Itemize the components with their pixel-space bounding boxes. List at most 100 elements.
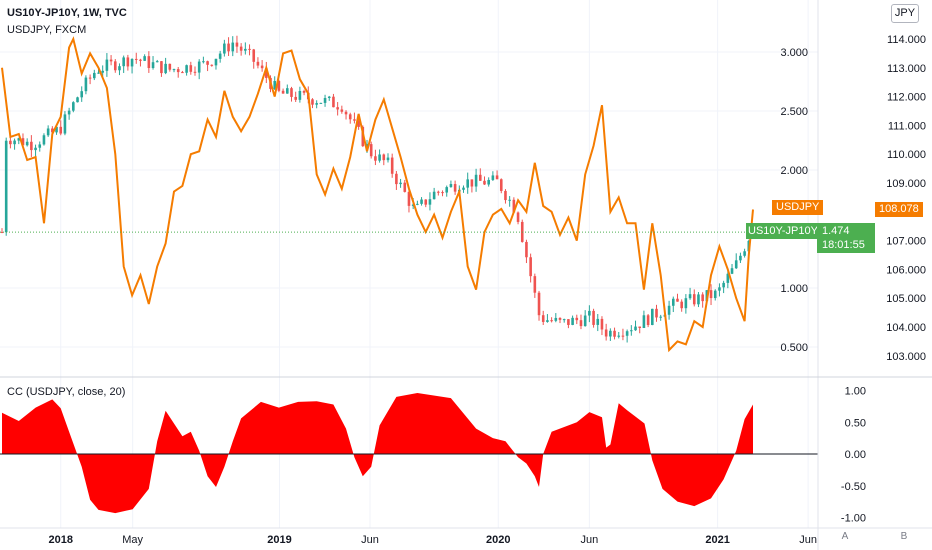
candle-body <box>147 56 151 69</box>
candle-body <box>437 191 440 193</box>
candle <box>193 66 197 76</box>
candle-body <box>512 199 516 213</box>
spread-scale-labels: 3.000 2.500 2.000 1.000 0.500 <box>780 47 808 354</box>
candle-body <box>239 46 243 51</box>
candle <box>235 35 239 53</box>
compare-series-title[interactable]: USDJPY, FXCM <box>7 24 87 36</box>
candle-body <box>558 317 562 320</box>
candle-body <box>424 199 428 205</box>
candle-body <box>185 65 188 73</box>
candle-body <box>34 147 37 151</box>
candle <box>541 310 545 326</box>
candle-body <box>613 330 616 337</box>
candle-body <box>684 298 688 309</box>
candle-body <box>72 102 75 111</box>
candle-body <box>88 77 92 79</box>
candle <box>302 89 306 96</box>
candle-body <box>189 65 193 72</box>
candle-body <box>600 318 604 330</box>
candle <box>697 292 700 308</box>
candle-body <box>604 329 608 337</box>
candle <box>571 315 574 326</box>
candle <box>369 141 373 159</box>
candle-body <box>634 326 637 331</box>
candle <box>298 86 302 103</box>
candle-body <box>625 331 629 336</box>
candle <box>567 319 570 329</box>
currency-button[interactable]: JPY <box>891 4 919 23</box>
candle <box>432 187 436 200</box>
candle <box>474 168 478 192</box>
candle <box>713 289 717 301</box>
candle-body <box>21 138 25 146</box>
candle-body <box>445 187 449 193</box>
candle <box>533 273 537 298</box>
candle-body <box>499 179 503 191</box>
candle-body <box>298 90 302 100</box>
candle-body <box>730 268 734 274</box>
candle <box>596 314 600 332</box>
correlation-tick-label: 1.00 <box>845 386 866 398</box>
candle <box>667 300 671 320</box>
candle-body <box>17 138 21 141</box>
candle-body <box>739 255 742 261</box>
candle <box>294 91 297 102</box>
candle <box>386 153 390 163</box>
candle-body <box>59 126 63 134</box>
candle <box>88 74 92 85</box>
candle-body <box>709 290 713 299</box>
b-button[interactable]: B <box>900 531 908 542</box>
candle <box>151 56 155 70</box>
candle-body <box>734 260 738 269</box>
candle <box>592 308 595 328</box>
auto-scale-button[interactable]: A <box>841 531 849 542</box>
candle <box>84 75 88 95</box>
candle-body <box>181 72 184 74</box>
candle-body <box>109 59 113 62</box>
candle-body <box>474 174 478 187</box>
candle <box>550 317 553 323</box>
candle <box>437 190 440 196</box>
main-series-title[interactable]: US10Y-JP10Y, 1W, TVC <box>7 7 127 19</box>
candle-body <box>319 102 323 104</box>
candle-body <box>340 109 344 112</box>
candle-body <box>67 110 71 115</box>
usdjpy-tick-label: 110.000 <box>887 149 926 161</box>
candle-body <box>277 80 281 91</box>
candle <box>445 185 449 197</box>
candle-body <box>126 57 130 67</box>
candle-body <box>541 315 545 322</box>
candle <box>676 293 679 302</box>
usdjpy-line <box>1 36 754 353</box>
candle-body <box>84 77 88 92</box>
candle-body <box>273 80 277 89</box>
usdjpy-price-badge: 108.078 <box>875 202 923 217</box>
candle <box>38 141 42 152</box>
candle <box>499 178 503 194</box>
candle-body <box>529 257 532 277</box>
candle-body <box>659 316 662 318</box>
candle-body <box>378 154 381 161</box>
candle <box>600 316 604 336</box>
candle-body <box>130 58 134 67</box>
indicator-title[interactable]: CC (USDJPY, close, 20) <box>7 386 126 398</box>
candle <box>93 69 96 81</box>
candle-body <box>197 61 201 73</box>
candle <box>554 313 558 323</box>
candle <box>319 102 323 104</box>
candle <box>575 314 579 325</box>
candle <box>588 305 591 323</box>
candle <box>462 185 465 193</box>
candle-body <box>546 320 549 322</box>
usdjpy-scale-labels: 114.000 113.000 112.000 111.000 110.000 109.0… <box>886 34 926 363</box>
candle <box>487 177 490 187</box>
candle-body <box>244 48 247 51</box>
candle-body <box>51 128 54 133</box>
time-tick-label: Jun <box>580 534 598 546</box>
candle <box>516 211 520 225</box>
candle <box>617 331 621 339</box>
candle-body <box>46 128 50 136</box>
candle-body <box>214 58 218 66</box>
candle <box>466 172 470 194</box>
